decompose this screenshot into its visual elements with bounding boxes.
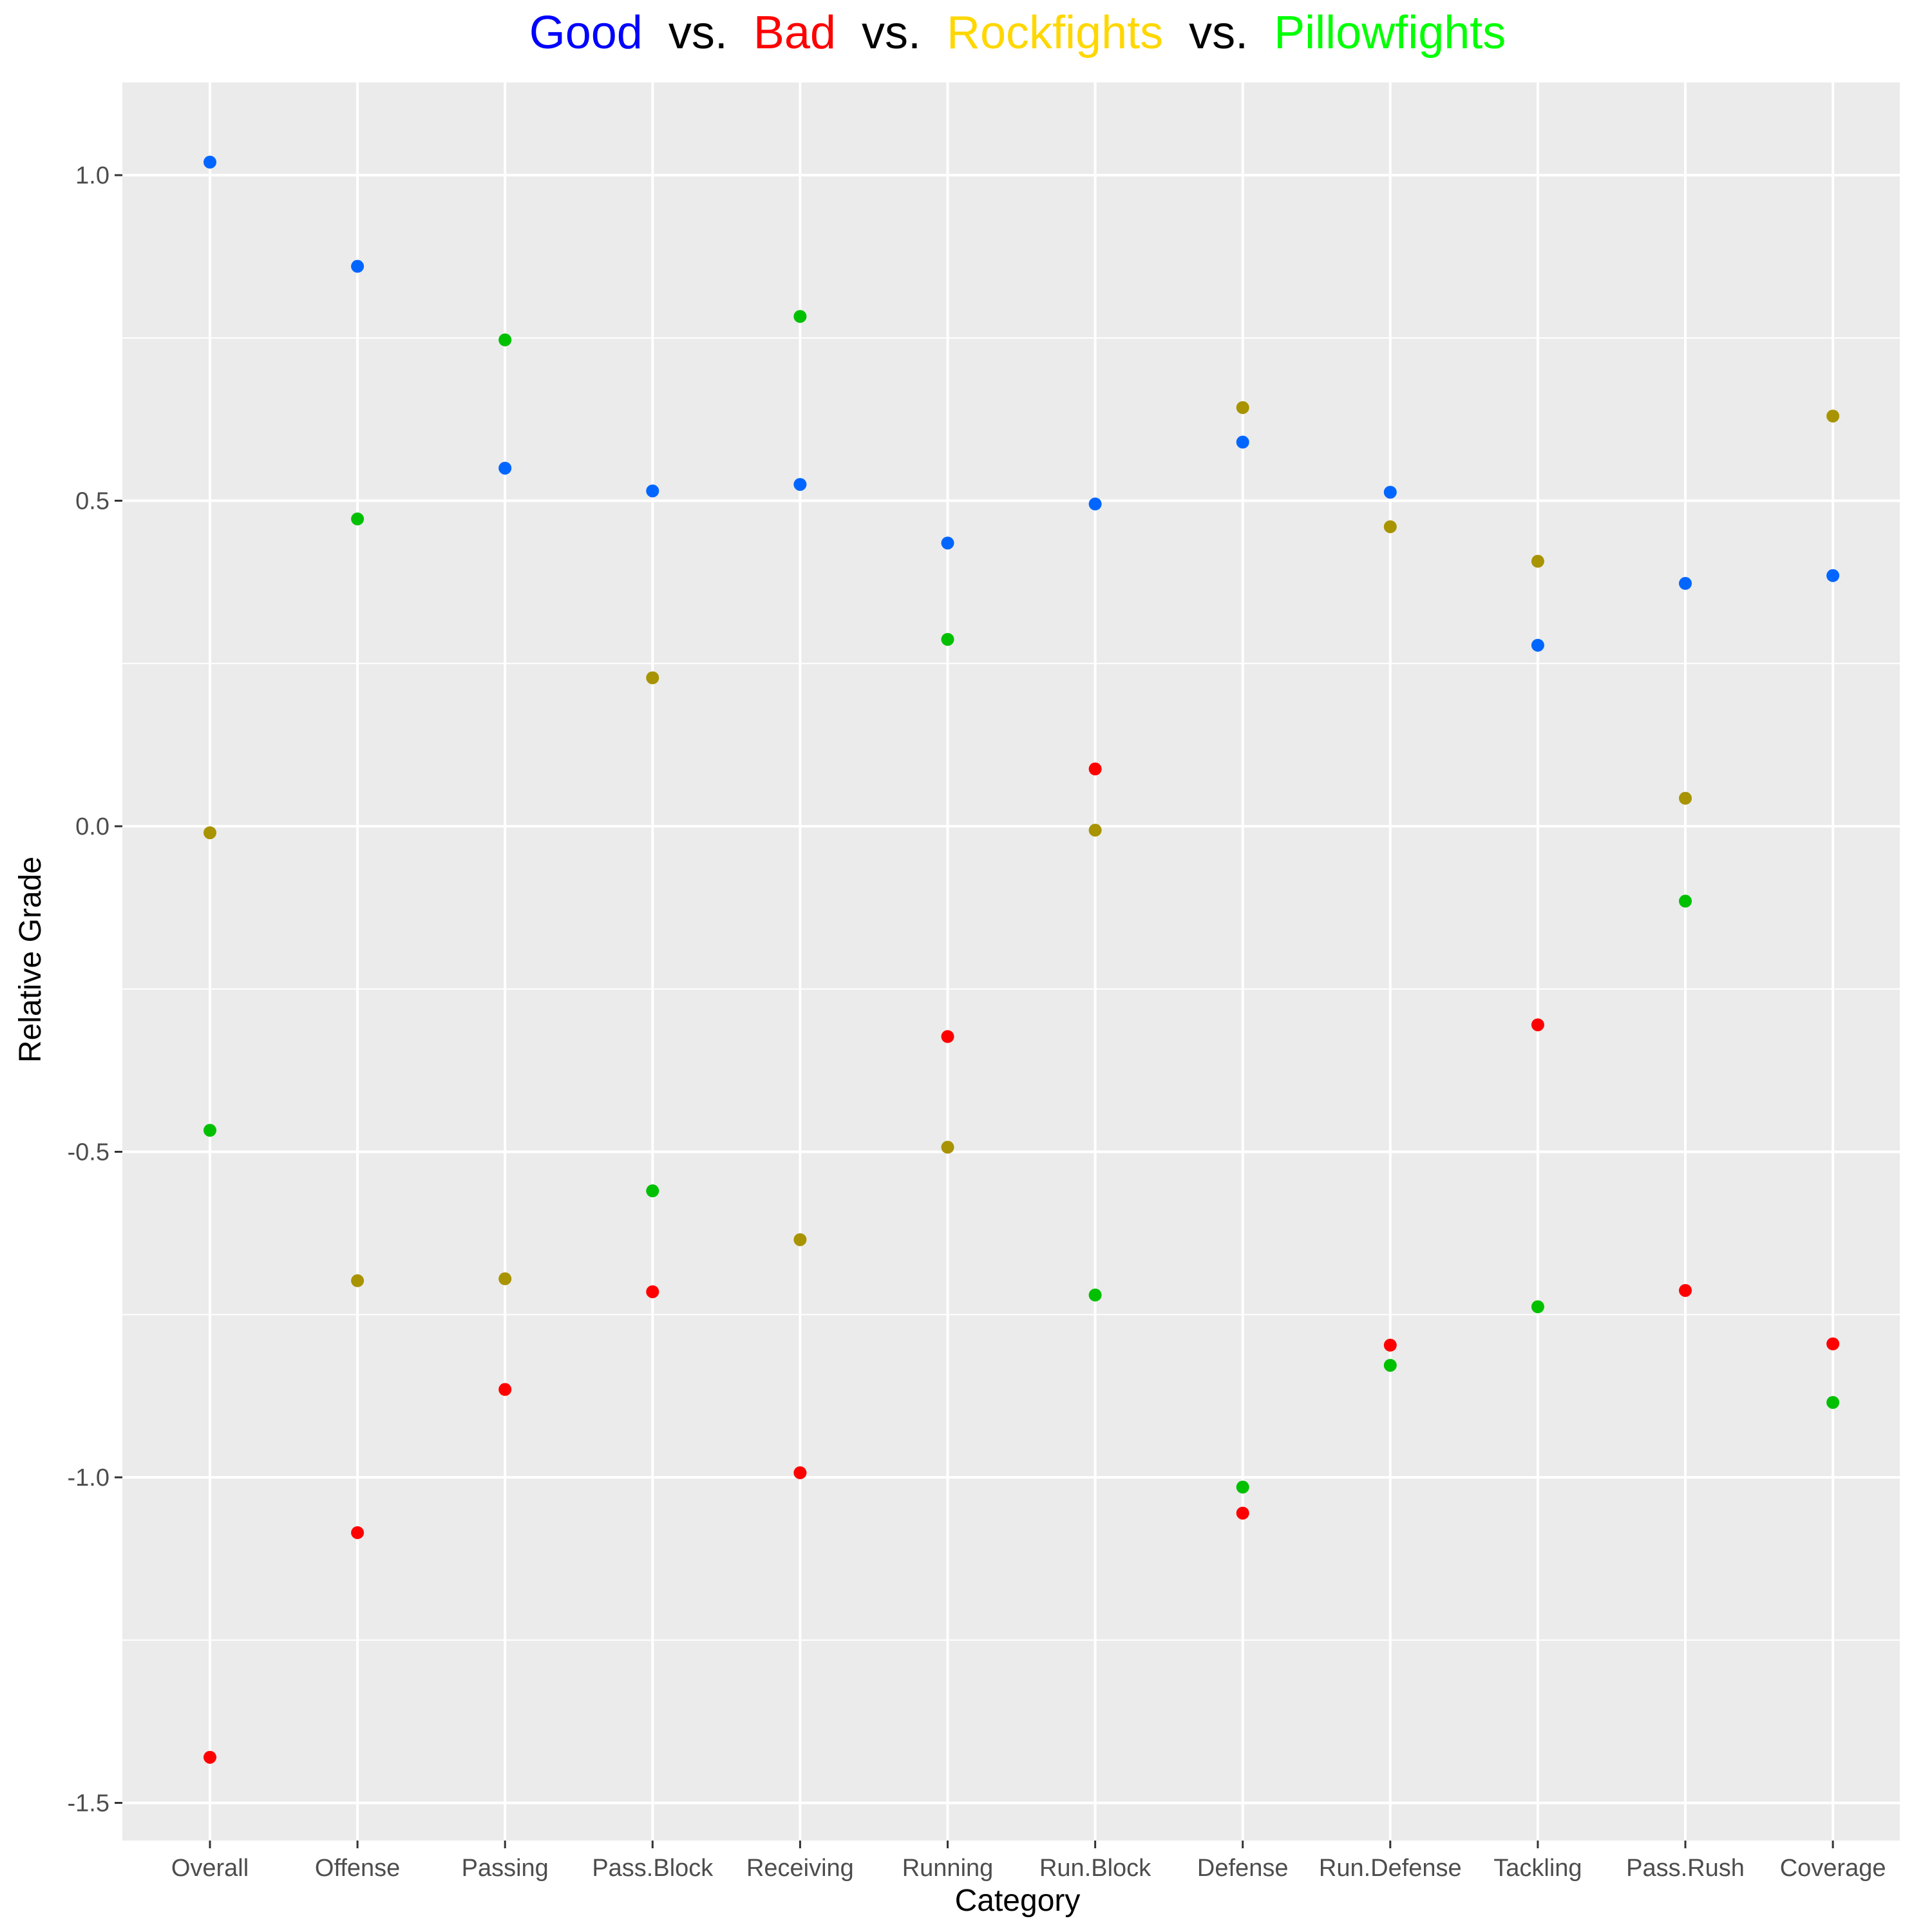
data-point — [941, 632, 954, 646]
y-tick-label: 0.0 — [75, 813, 109, 840]
x-axis-title: Category — [955, 1884, 1081, 1918]
data-point — [793, 1466, 807, 1479]
data-point — [1236, 401, 1249, 414]
x-tick-label: Run.Block — [1039, 1855, 1151, 1882]
panel-background — [122, 82, 1900, 1841]
y-tick-label: -1.0 — [68, 1464, 109, 1492]
data-point — [1679, 576, 1692, 590]
data-point — [1383, 1359, 1397, 1372]
data-point — [351, 260, 365, 273]
x-tick-label: Running — [902, 1855, 994, 1882]
y-axis: 1.0 0.5 0.0 -0.5 -1.0 -1.5 — [68, 162, 122, 1817]
x-tick-label: Coverage — [1780, 1855, 1886, 1882]
data-point — [1531, 638, 1544, 652]
data-point — [204, 826, 216, 840]
data-point — [646, 1285, 659, 1298]
data-point — [1383, 486, 1397, 499]
data-points — [204, 155, 1840, 1764]
data-point — [1679, 1283, 1692, 1297]
data-point — [1531, 1300, 1544, 1314]
data-point — [1383, 520, 1397, 533]
data-point — [941, 536, 954, 550]
data-point — [793, 478, 807, 491]
data-point — [204, 1750, 216, 1764]
data-point — [1826, 410, 1840, 423]
data-point — [498, 1272, 512, 1285]
x-tick-label: Overall — [171, 1855, 249, 1882]
data-point — [204, 1124, 216, 1137]
y-tick-label: 1.0 — [75, 162, 109, 189]
data-point — [1236, 1481, 1249, 1494]
x-tick-label: Receiving — [746, 1855, 854, 1882]
data-point — [498, 333, 512, 346]
data-point — [1531, 1018, 1544, 1032]
data-point — [1531, 554, 1544, 568]
x-tick-label: Run.Defense — [1319, 1855, 1462, 1882]
x-tick-label: Offense — [315, 1855, 400, 1882]
x-tick-label: Pass.Block — [592, 1855, 714, 1882]
title-part: vs. — [643, 7, 728, 59]
data-point — [941, 1030, 954, 1043]
x-tick-label: Passing — [462, 1855, 549, 1882]
data-point — [351, 512, 365, 526]
data-point — [498, 1383, 512, 1396]
data-point — [1383, 1338, 1397, 1352]
data-point — [646, 1184, 659, 1198]
data-point — [646, 484, 659, 498]
x-tick-label: Tackling — [1493, 1855, 1582, 1882]
x-axis: Overall Offense Passing Pass.Block Receiving… — [171, 1841, 1886, 1882]
y-axis-title: Relative Grade — [14, 857, 48, 1063]
data-point — [646, 671, 659, 685]
data-point — [793, 310, 807, 323]
data-point — [498, 461, 512, 475]
data-point — [204, 155, 216, 169]
plot-panel — [122, 82, 1900, 1841]
data-point — [1088, 824, 1102, 837]
data-point — [1826, 1337, 1840, 1350]
data-point — [1826, 1396, 1840, 1409]
data-point — [1088, 1288, 1102, 1302]
title-part: Good — [529, 7, 643, 59]
chart-title: Good vs. Bad vs. Rockfights vs. Pillowfi… — [529, 7, 1506, 59]
title-part: vs. — [836, 7, 921, 59]
y-tick-label: -0.5 — [68, 1139, 109, 1166]
x-tick-label: Pass.Rush — [1626, 1855, 1745, 1882]
title-part: Pillowfights — [1248, 7, 1506, 59]
title-part: vs. — [1163, 7, 1248, 59]
data-point — [1679, 791, 1692, 805]
data-point — [1679, 895, 1692, 908]
data-point — [351, 1526, 365, 1539]
x-tick-label: Defense — [1197, 1855, 1289, 1882]
data-point — [1826, 569, 1840, 582]
title-part: Bad — [728, 7, 836, 59]
title-part: Rockfights — [921, 7, 1163, 59]
data-point — [351, 1274, 365, 1287]
data-point — [1088, 497, 1102, 511]
y-tick-label: 0.5 — [75, 488, 109, 515]
y-tick-label: -1.5 — [68, 1790, 109, 1817]
data-point — [941, 1141, 954, 1154]
data-point — [1236, 435, 1249, 449]
data-point — [793, 1233, 807, 1246]
data-point — [1236, 1506, 1249, 1520]
data-point — [1088, 762, 1102, 776]
